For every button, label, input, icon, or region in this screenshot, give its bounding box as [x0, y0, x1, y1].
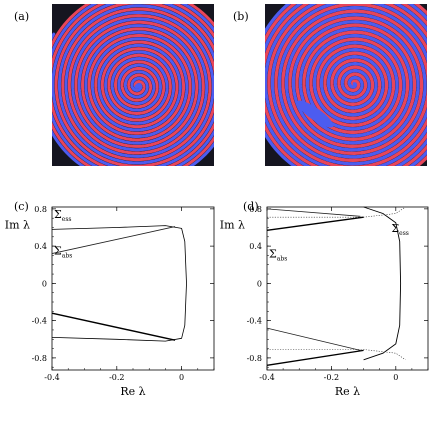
- x-axis-label: Re λ: [120, 385, 145, 398]
- y-tick-label: 0.8: [249, 205, 262, 214]
- y-tick-label: -0.4: [32, 317, 47, 326]
- y-tick-label: 0.4: [34, 242, 47, 251]
- spiral-arm: [52, 4, 214, 166]
- y-tick-label: -0.8: [32, 354, 47, 363]
- spiral-image-b: [265, 4, 427, 166]
- panel-label-c: (c): [14, 200, 29, 213]
- y-tick-label: -0.4: [247, 317, 262, 326]
- series-upper-dotted: [267, 206, 406, 218]
- y-tick-label: 0.8: [34, 205, 47, 214]
- series-essential-curve: [363, 206, 402, 361]
- x-tick-label: -0.4: [259, 373, 274, 382]
- series-branch-3: [266, 327, 361, 351]
- y-axis-label: Im λ: [5, 218, 30, 231]
- x-tick-label: 0: [179, 373, 184, 382]
- annotation-sigma-ess: Σess: [54, 208, 72, 223]
- annotation-sigma-ess: Σess: [391, 222, 409, 237]
- annotation-sigma-abs: Σabs: [269, 247, 287, 262]
- spectrum-plot-d: -0.4 -0.2 0 0.8 0.4 0 -0.4 -0.8 Re λ Im λ Σess Σabs: [220, 205, 429, 398]
- plot-frame: [51, 206, 215, 371]
- series-branch-2: [266, 216, 364, 231]
- series-branch-1: [266, 208, 361, 217]
- panel-label-b: (b): [233, 10, 249, 23]
- series-absolute-upper: [51, 226, 176, 255]
- spiral-image-a: [52, 4, 214, 166]
- spiral-arm: [265, 4, 427, 166]
- y-tick-label: 0.4: [249, 242, 262, 251]
- y-tick-label: 0: [42, 279, 47, 288]
- x-axis-label: Re λ: [335, 385, 360, 398]
- annotation-sigma-abs: Σabs: [54, 245, 72, 260]
- series-branch-4: [266, 349, 364, 366]
- spiral-pattern-a: [52, 4, 214, 166]
- x-tick-label: -0.4: [44, 373, 59, 382]
- x-tick-label: -0.2: [324, 373, 339, 382]
- x-tick-label: -0.2: [109, 373, 124, 382]
- panel-label-a: (a): [14, 10, 30, 23]
- spectrum-plot-c: -0.4 -0.2 0 0.8 0.4 0 -0.4 -0.8 Re λ Im λ Σess Σabs: [5, 205, 215, 398]
- series-lower-dotted: [267, 349, 406, 361]
- panel-label-d: (d): [243, 200, 259, 213]
- spiral-core-blob: [134, 83, 142, 89]
- y-tick-label: 0: [257, 279, 262, 288]
- x-tick-label: 0: [393, 373, 398, 382]
- series-essential-curve: [51, 225, 187, 342]
- spiral-pattern-b: [265, 4, 427, 166]
- series-absolute-lower: [51, 312, 176, 341]
- spiral-core-blob: [296, 100, 334, 128]
- y-axis-label: Im λ: [220, 218, 245, 231]
- spiral-arm: [52, 4, 214, 166]
- y-tick-label: -0.8: [247, 354, 262, 363]
